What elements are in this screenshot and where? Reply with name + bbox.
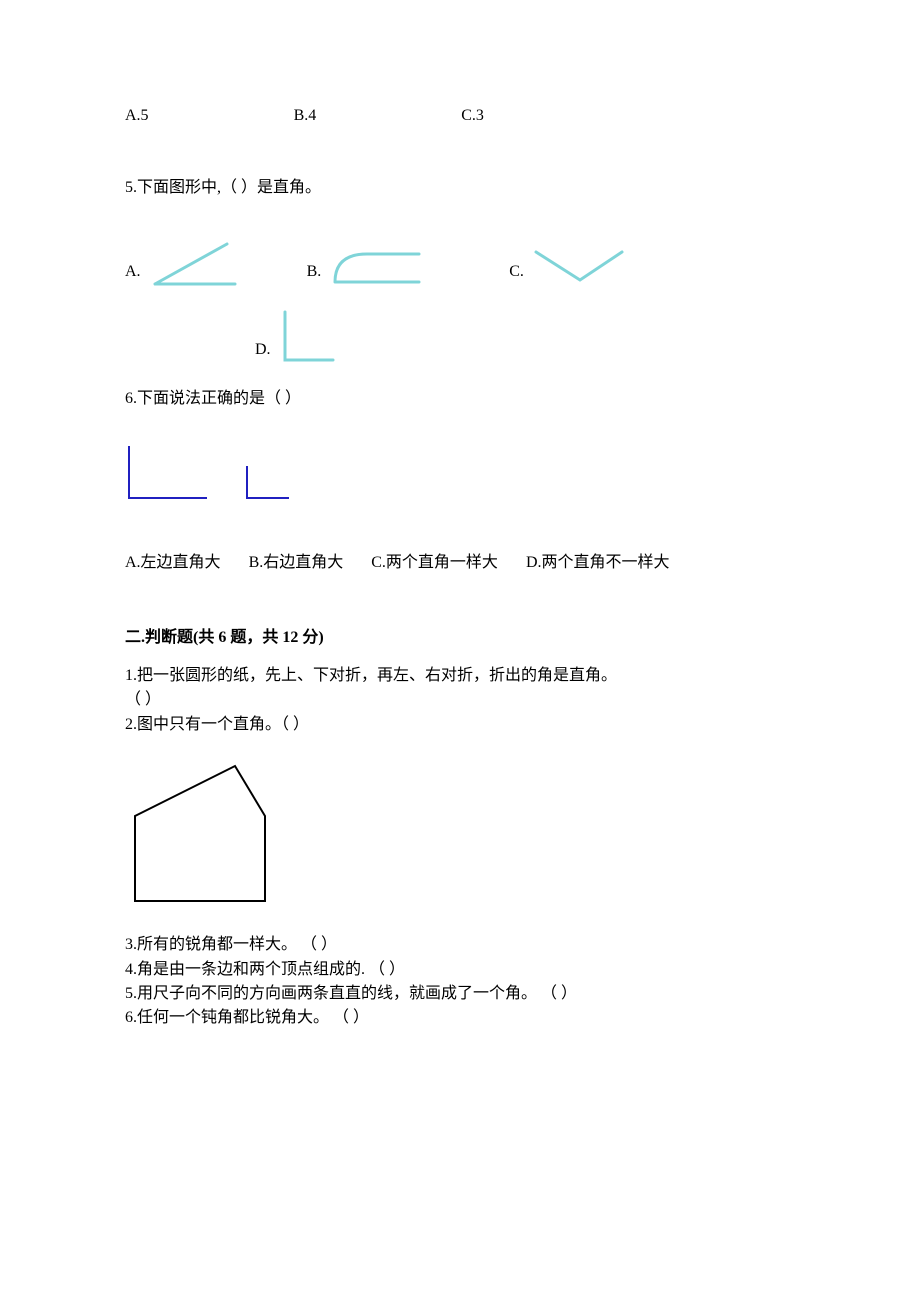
pentagon-shape-icon <box>125 756 275 906</box>
q5-option-d: D. <box>255 308 337 364</box>
judge-q4: 4.角是由一条边和两个顶点组成的. （ ） <box>125 959 795 981</box>
q5-options-row2: D. <box>255 308 795 364</box>
judge-q1: 1.把一张圆形的纸，先上、下对折，再左、右对折，折出的角是直角。 <box>125 665 795 687</box>
page: A.5 B.4 C.3 5.下面图形中,（ ）是直角。 A. B. C. <box>0 0 920 1302</box>
judge-q2: 2.图中只有一个直角。（ ） <box>125 714 795 736</box>
q5-stem: 5.下面图形中,（ ）是直角。 <box>125 177 795 199</box>
q6-stem: 6.下面说法正确的是（ ） <box>125 388 795 410</box>
judge-q3: 3.所有的锐角都一样大。 （ ） <box>125 934 795 956</box>
q5-options-row1: A. B. C. <box>125 236 795 286</box>
q5-option-a: A. <box>125 236 237 286</box>
q6-option-a: A.左边直角大 <box>125 552 221 574</box>
q4-option-a: A.5 <box>125 105 149 127</box>
q5-option-c: C. <box>509 246 626 286</box>
right-angle-icon <box>277 308 337 364</box>
q5-option-c-label: C. <box>509 261 524 283</box>
q6-option-b: B.右边直角大 <box>249 552 344 574</box>
large-right-angle-icon <box>125 442 211 502</box>
obtuse-v-angle-icon <box>530 246 626 286</box>
acute-angle-icon <box>147 236 237 286</box>
q6-option-d: D.两个直角不一样大 <box>526 552 670 574</box>
judge-q5: 5.用尺子向不同的方向画两条直直的线，就画成了一个角。 （ ） <box>125 983 795 1005</box>
q5-option-d-label: D. <box>255 339 271 361</box>
q6-shapes-row <box>125 442 795 502</box>
q4-options-row: A.5 B.4 C.3 <box>125 105 795 127</box>
q6-option-c: C.两个直角一样大 <box>371 552 498 574</box>
small-right-angle-icon <box>243 462 293 502</box>
q4-option-b: B.4 <box>294 105 317 127</box>
judge-q6: 6.任何一个钝角都比锐角大。 （ ） <box>125 1007 795 1029</box>
q4-option-c: C.3 <box>461 105 484 127</box>
curved-corner-icon <box>327 246 423 286</box>
q5-option-b: B. <box>307 246 424 286</box>
q5-option-a-label: A. <box>125 261 141 283</box>
q6-options-row: A.左边直角大 B.右边直角大 C.两个直角一样大 D.两个直角不一样大 <box>125 552 795 574</box>
judge-q1-blank: （ ） <box>125 689 795 711</box>
judge-q2-shape-wrapper <box>125 756 795 906</box>
section2-title: 二.判断题(共 6 题，共 12 分) <box>125 627 795 649</box>
q5-option-b-label: B. <box>307 261 322 283</box>
